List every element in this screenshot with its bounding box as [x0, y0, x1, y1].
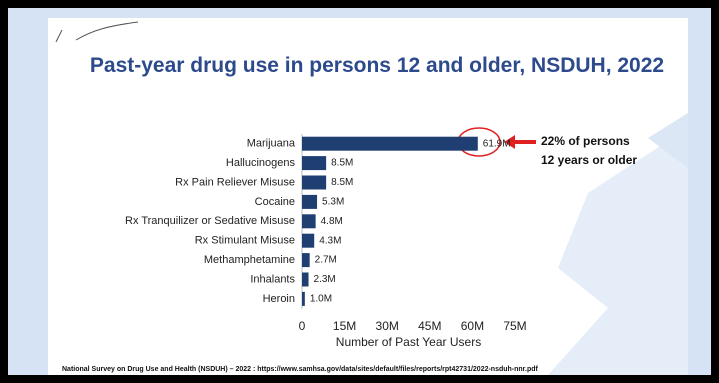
- frame: 0 15M 30M 45M 60M 75M Number of Past Year User…: [8, 8, 711, 375]
- bar: [302, 136, 478, 151]
- bar: [302, 233, 315, 248]
- value-label: 4.8M: [321, 216, 343, 227]
- x-tick-label: 30M: [376, 319, 399, 333]
- bar: [302, 175, 327, 190]
- value-label: 8.5M: [331, 158, 353, 169]
- value-label: 1.0M: [310, 294, 332, 305]
- bar: [302, 272, 309, 287]
- x-tick-label: 75M: [503, 319, 526, 333]
- bar: [302, 253, 310, 268]
- y-tick-label: Methamphetamine: [204, 254, 295, 266]
- x-tick-label: 0: [299, 319, 306, 333]
- value-label: 5.3M: [322, 197, 344, 208]
- annotation: 22% of persons 12 years or older: [541, 134, 638, 167]
- y-tick-label: Rx Tranquilizer or Sedative Misuse: [125, 215, 295, 227]
- slide: 0 15M 30M 45M 60M 75M Number of Past Year User…: [48, 18, 688, 375]
- y-tick-label: Heroin: [263, 293, 295, 305]
- bar: [302, 194, 318, 209]
- x-tick-label: 45M: [418, 319, 441, 333]
- value-label: 8.5M: [331, 177, 353, 188]
- x-axis-title: Number of Past Year Users: [336, 335, 481, 349]
- x-tick-label: 60M: [461, 319, 484, 333]
- y-tick-label: Inhalants: [250, 273, 295, 285]
- bar: [302, 291, 305, 306]
- decoration: [648, 113, 688, 168]
- value-label: 2.7M: [315, 255, 337, 266]
- x-tick-label: 15M: [333, 319, 356, 333]
- decoration: [548, 128, 688, 375]
- y-tick-label: Hallucinogens: [226, 157, 296, 169]
- value-label: 4.3M: [319, 235, 341, 246]
- footer: National Survey on Drug Use and Health (…: [62, 366, 538, 373]
- arrow-head: [504, 135, 515, 149]
- value-label: 2.3M: [314, 274, 336, 285]
- bar: [302, 156, 327, 171]
- y-tick-label: Rx Stimulant Misuse: [195, 235, 295, 247]
- value-label: 61.9M: [483, 138, 511, 149]
- decoration: [55, 21, 139, 43]
- y-tick-label: Rx Pain Reliever Misuse: [175, 176, 295, 188]
- y-tick-label: Cocaine: [255, 196, 295, 208]
- chart: 0 15M 30M 45M 60M 75M Number of Past Year User…: [55, 21, 688, 375]
- y-tick-label: Marijuana: [247, 138, 296, 150]
- slide-title: Past-year drug use in persons 12 and old…: [89, 54, 665, 77]
- bar: [302, 214, 316, 229]
